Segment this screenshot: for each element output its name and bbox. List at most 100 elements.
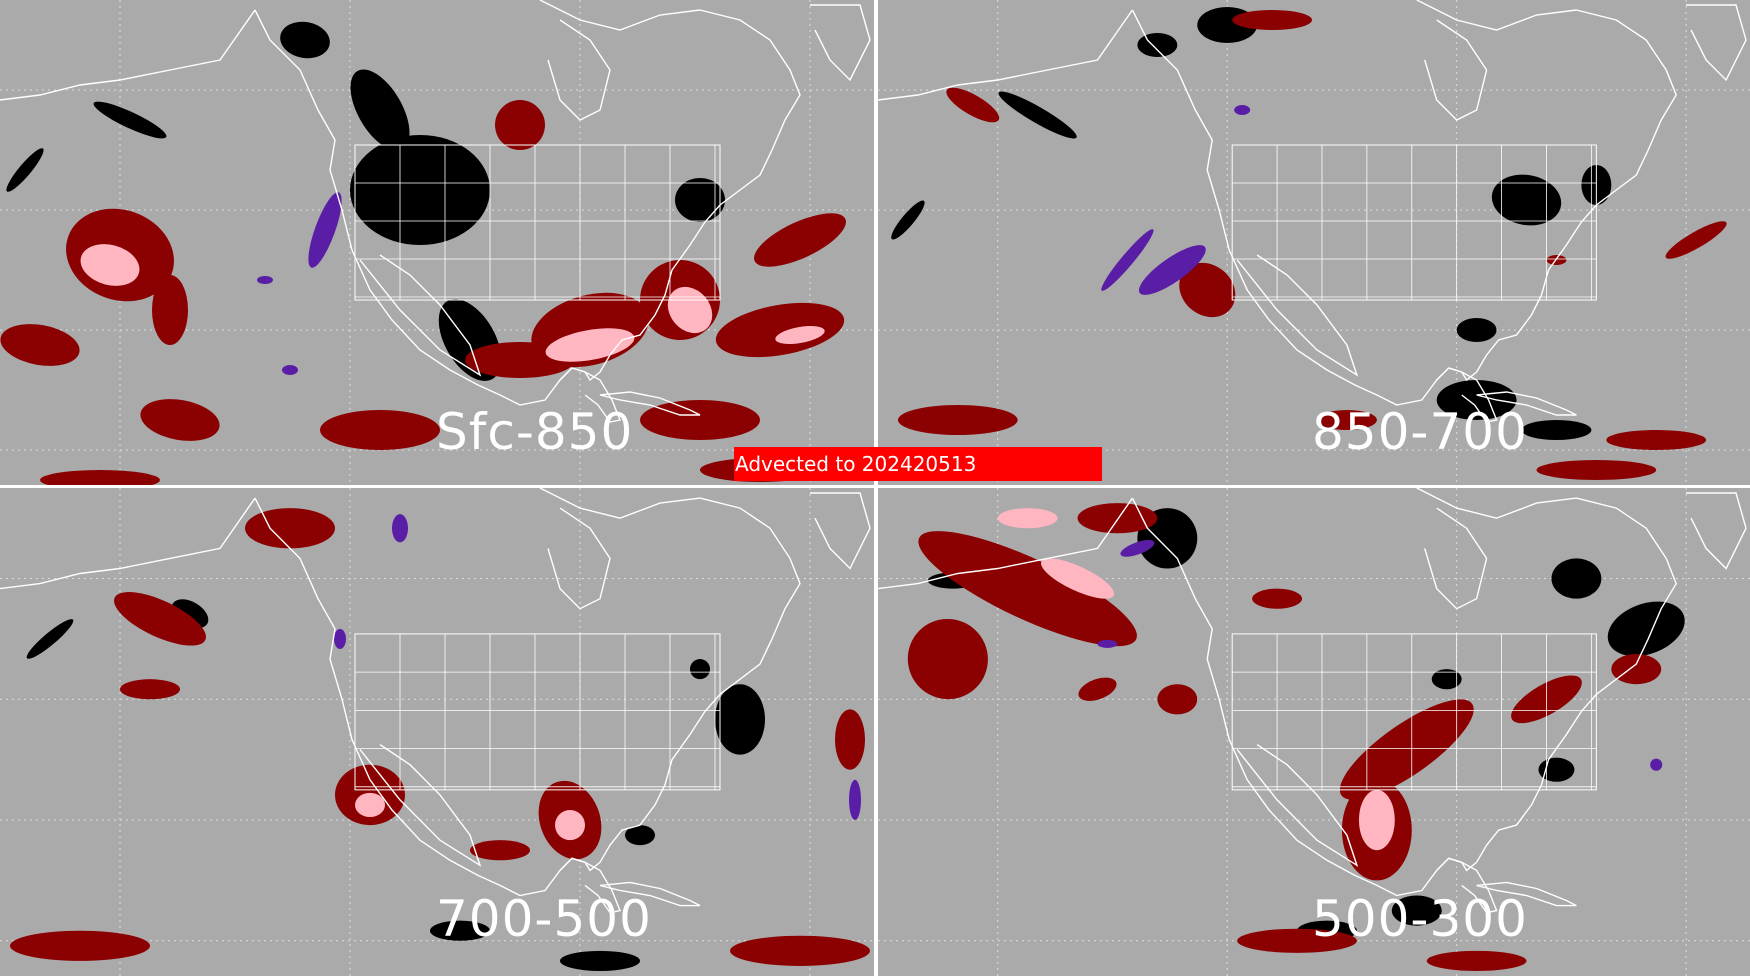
purple-region — [257, 276, 273, 284]
purple-region — [392, 514, 408, 543]
purple-region — [308, 192, 342, 268]
dark-red-region — [10, 930, 150, 961]
map-panel-500-300: 500-300 — [878, 488, 1750, 976]
arctic-coastline — [1416, 0, 1577, 31]
alaska-coastline — [0, 497, 256, 590]
pink-region — [355, 792, 385, 818]
map-svg-850-700 — [878, 0, 1750, 485]
coastline — [1131, 9, 1677, 406]
black-region — [350, 69, 410, 151]
purple-region — [849, 779, 861, 821]
greenland-outline — [1686, 4, 1747, 82]
dark-red-region — [907, 618, 988, 700]
caribbean-island-outline — [599, 881, 701, 907]
greenland-outline — [810, 4, 871, 82]
map-svg-700-500 — [0, 488, 874, 976]
map-panel-700-500: 700-500 — [0, 488, 874, 976]
purple-region — [1234, 105, 1251, 115]
mexico-outline — [359, 254, 482, 377]
black-region — [1607, 601, 1685, 657]
black-region — [1491, 174, 1562, 226]
advection-date-banner: Advected to 202420513 — [734, 447, 1102, 481]
black-region — [1391, 895, 1442, 926]
panel-label-700-500: 700-500 — [436, 890, 652, 948]
florida-coastline — [559, 857, 621, 914]
black-region — [93, 101, 167, 139]
purple-region — [1101, 229, 1154, 291]
dark-red-region — [918, 531, 1137, 647]
coastline — [1131, 497, 1677, 897]
black-region — [6, 148, 44, 192]
dark-red-region — [1611, 654, 1662, 685]
dark-red-region — [730, 935, 870, 966]
dark-red-region — [946, 87, 1000, 123]
map-svg-sfc-850 — [0, 0, 874, 485]
dark-red-region — [140, 399, 220, 441]
arctic-coastline — [539, 488, 701, 519]
black-region — [998, 91, 1077, 139]
caribbean-island-outline — [599, 391, 701, 416]
black-region — [891, 200, 925, 240]
dark-red-region — [114, 592, 206, 646]
dark-red-region — [320, 410, 440, 450]
black-region — [1431, 669, 1462, 690]
coastline — [254, 9, 801, 406]
black-region — [1456, 318, 1497, 342]
dark-red-region — [40, 470, 160, 485]
black-region — [560, 950, 640, 971]
arctic-coastline — [1416, 488, 1577, 519]
dark-red-region — [715, 302, 845, 358]
us-border — [1231, 633, 1597, 791]
coastline — [254, 497, 801, 897]
dark-red-region — [1252, 588, 1303, 609]
caribbean-island-outline — [1476, 391, 1577, 416]
purple-region — [1097, 639, 1118, 648]
purple-region — [1138, 245, 1206, 295]
pink-region — [1041, 558, 1115, 599]
us-border — [1231, 144, 1597, 301]
black-region — [625, 825, 655, 846]
dark-red-region — [1077, 503, 1158, 534]
alaska-coastline — [0, 9, 256, 101]
dark-red-region — [897, 405, 1018, 435]
dark-red-region — [835, 709, 865, 770]
dark-red-region — [1179, 262, 1236, 318]
dark-red-region — [0, 324, 80, 366]
dark-red-region — [754, 213, 846, 267]
pink-region — [997, 508, 1058, 529]
dark-red-region — [1237, 928, 1357, 953]
dark-red-region — [495, 100, 545, 150]
purple-region — [282, 365, 298, 375]
black-region — [715, 684, 765, 755]
caribbean-island-outline — [1476, 881, 1577, 907]
panel-label-850-700: 850-700 — [1312, 403, 1528, 461]
mexico-outline — [1236, 744, 1359, 867]
black-region — [1436, 380, 1517, 420]
panel-label-500-300: 500-300 — [1312, 890, 1528, 948]
map-panel-850-700: 850-700 — [878, 0, 1750, 485]
us-border — [354, 633, 721, 791]
pink-region — [1358, 789, 1395, 851]
dark-red-region — [1536, 460, 1657, 480]
black-region — [350, 135, 490, 245]
pink-region — [775, 326, 825, 344]
vertical-divider — [874, 0, 878, 976]
dark-red-region — [1232, 10, 1313, 30]
horizontal-divider — [0, 485, 1750, 488]
florida-coastline — [559, 367, 621, 423]
dark-red-region — [470, 840, 530, 861]
black-region — [26, 619, 74, 659]
dark-red-region — [1078, 677, 1117, 701]
florida-coastline — [1436, 367, 1498, 423]
pink-region — [667, 286, 713, 334]
pink-region — [555, 809, 585, 841]
us-border — [354, 144, 721, 301]
dark-red-region — [1316, 410, 1377, 430]
hudson-bay-outline — [1424, 19, 1488, 121]
dark-red-region — [120, 679, 180, 700]
panel-label-sfc-850: Sfc-850 — [436, 403, 634, 461]
mexico-outline — [1236, 254, 1359, 377]
purple-region — [334, 628, 346, 649]
map-svg-500-300 — [878, 488, 1750, 976]
